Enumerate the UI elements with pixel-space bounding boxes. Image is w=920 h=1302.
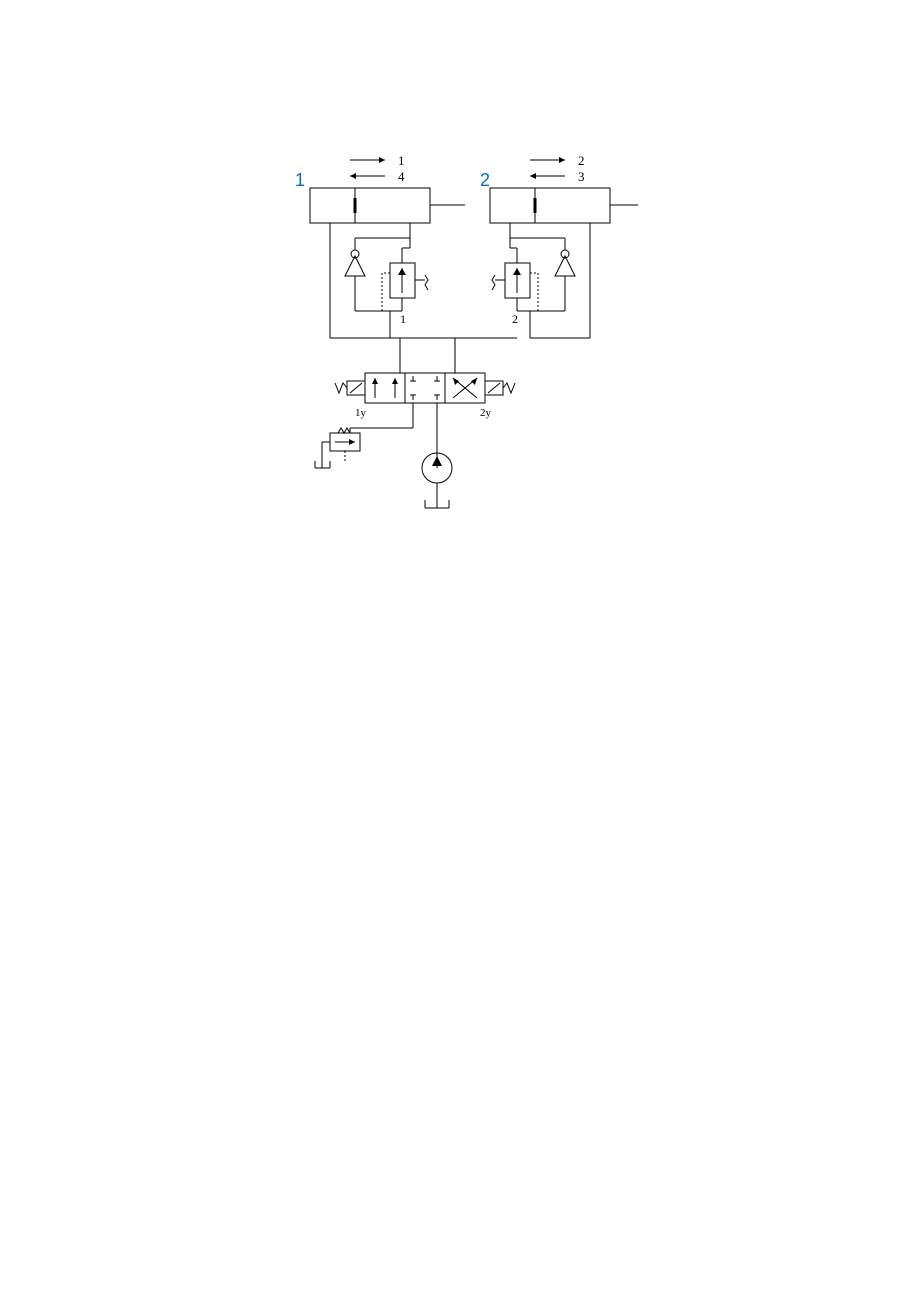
cyl1-label-top: 1 xyxy=(398,153,405,168)
valve2-label: 2 xyxy=(512,312,518,326)
hydraulic-schematic: 1 4 1 2 3 2 xyxy=(280,148,640,528)
cyl2-number: 2 xyxy=(480,170,490,190)
cyl2-label-bottom: 3 xyxy=(578,169,585,184)
solenoid-left-label: 1y xyxy=(355,407,367,419)
solenoid-right-label: 2y xyxy=(480,407,492,419)
valve1-label: 1 xyxy=(400,312,406,326)
cyl2-label-top: 2 xyxy=(578,153,585,168)
cyl1-number: 1 xyxy=(295,170,305,190)
hydraulic-diagram: 1 4 1 2 3 2 xyxy=(110,148,810,538)
cyl1-label-bottom: 4 xyxy=(398,169,405,184)
